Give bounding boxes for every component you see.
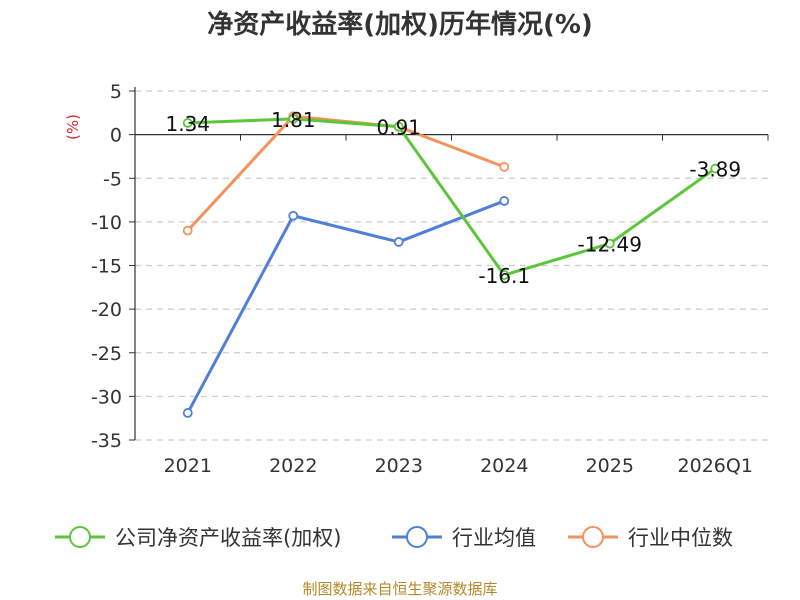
series-1-point-0 — [182, 408, 193, 418]
data-label-2024: -16.1 — [478, 264, 530, 288]
series-0-point-4 — [604, 238, 615, 249]
data-label-2025: -12.49 — [578, 233, 642, 257]
legend: 公司净资产收益率(加权) 行业均值 行业中位数 — [55, 526, 733, 550]
x-tick-label-2025: 2025 — [586, 455, 634, 477]
y-tick-label-5: -20 — [91, 299, 122, 321]
data-label-2026Q1: -3.89 — [689, 158, 741, 182]
legend-marker-0 — [69, 526, 91, 548]
y-axis-label: (%) — [64, 114, 82, 140]
series-1-point-1 — [288, 210, 299, 221]
y-tick-labels: 5 0 -5 -10 -15 -20 -25 -30 -35 — [91, 81, 122, 452]
series-line-2 — [186, 114, 505, 232]
y-tick-label-6: -25 — [91, 343, 122, 365]
data-label-2022: 1.81 — [271, 108, 316, 132]
chart-title: 净资产收益率(加权)历年情况(%) — [207, 9, 593, 40]
y-tick-label-8: -35 — [91, 430, 122, 452]
legend-label-2: 行业中位数 — [628, 526, 733, 550]
gridlines — [129, 90, 768, 441]
series-0-point-0 — [182, 118, 193, 128]
x-tick-label-2024: 2024 — [480, 455, 528, 477]
y-tick-label-3: -10 — [91, 212, 122, 234]
y-tick-label-4: -15 — [91, 256, 122, 278]
series-0-point-5 — [710, 163, 721, 174]
legend-label-1: 行业均值 — [452, 526, 536, 550]
series-0-point-3 — [499, 270, 510, 280]
y-tick-label-0: 5 — [110, 81, 122, 103]
series-0-point-1 — [288, 113, 299, 124]
x-tick-label-2023: 2023 — [375, 455, 423, 477]
series-1-point-2 — [393, 237, 404, 247]
series-2-point-0 — [182, 225, 193, 236]
series-line-1 — [186, 199, 505, 414]
legend-marker-2 — [582, 526, 604, 548]
x-tick-label-2026Q1: 2026Q1 — [678, 455, 753, 477]
y-tick-label-2: -5 — [103, 168, 122, 190]
x-tick-labels: 2021 2022 2023 2024 2025 2026Q1 — [164, 455, 753, 477]
data-label-2023: 0.91 — [376, 116, 421, 140]
series-1-point-3 — [499, 196, 510, 206]
series-lines — [182, 111, 721, 418]
y-tick-label-7: -30 — [91, 386, 122, 408]
x-tick-label-2021: 2021 — [164, 455, 212, 477]
data-label-2021: 1.34 — [165, 112, 210, 136]
y-tick-label-1: 0 — [110, 125, 122, 147]
series-0-point-2 — [393, 121, 404, 132]
axes — [134, 87, 769, 440]
x-tick-label-2022: 2022 — [269, 455, 317, 477]
series-2-point-3 — [499, 162, 510, 172]
series-line-0 — [187, 117, 717, 277]
legend-label-0: 公司净资产收益率(加权) — [115, 526, 341, 550]
legend-marker-1 — [406, 526, 428, 548]
data-labels: 1.34 1.81 0.91 -16.1 -12.49 -3.89 — [165, 108, 741, 288]
source-note: 制图数据来自恒生聚源数据库 — [302, 580, 497, 598]
